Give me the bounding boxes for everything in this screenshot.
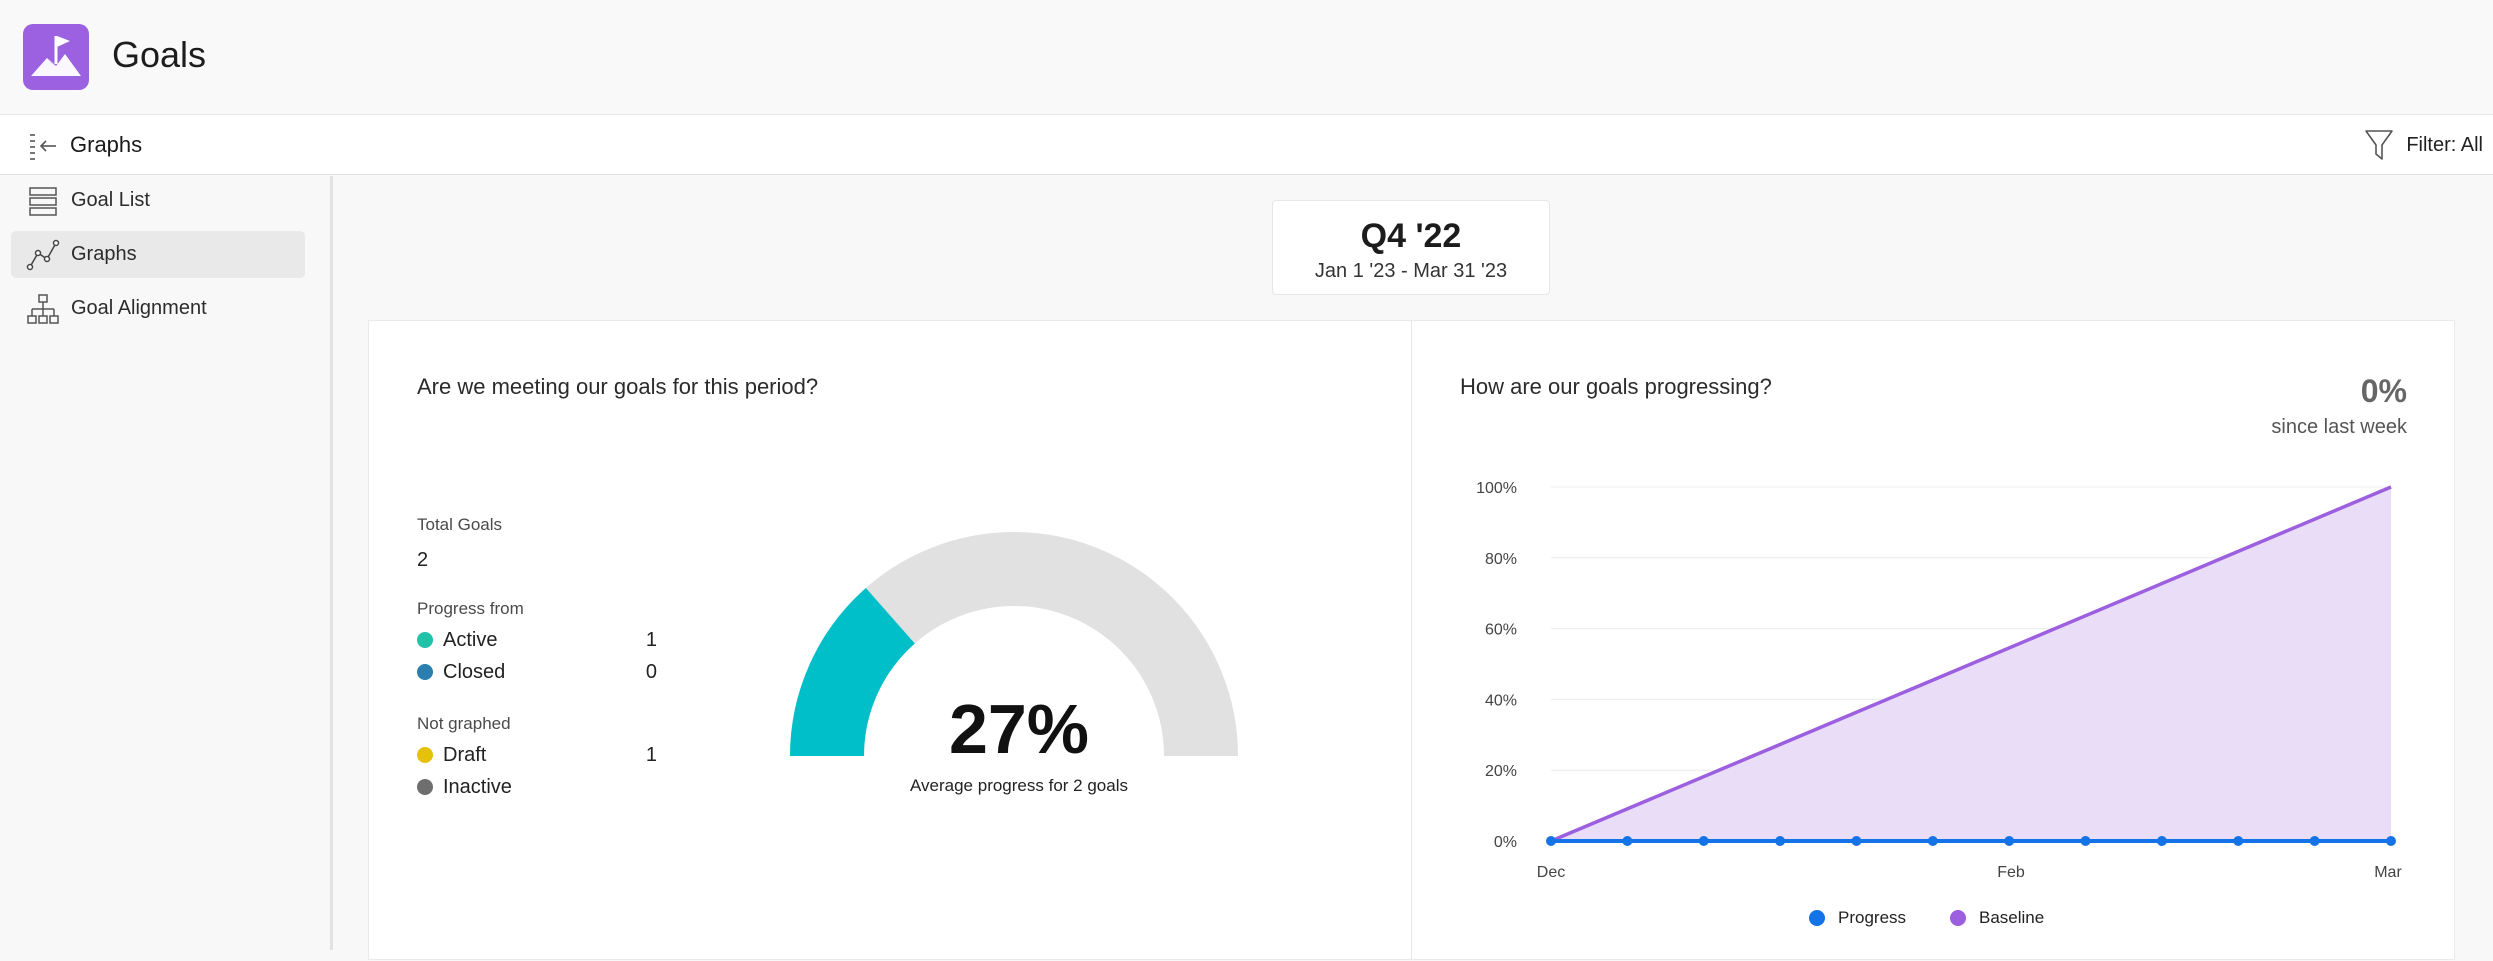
progress-gauge	[790, 532, 1238, 757]
x-tick-label: Mar	[2374, 864, 2402, 881]
progress-point	[1698, 836, 1709, 846]
progress-point	[1546, 836, 1556, 846]
legend-item-draft: Draft 1	[417, 741, 657, 769]
filter-button[interactable]: Filter: All	[2364, 126, 2483, 164]
x-tick-label: Dec	[1537, 864, 1565, 881]
sidebar-item-label: Goal Alignment	[71, 297, 207, 319]
app-title: Goals	[112, 34, 207, 75]
total-goals-value: 2	[417, 549, 429, 571]
weekly-change-caption: since last week	[2271, 416, 2407, 438]
progress-from-label: Progress from	[417, 599, 524, 618]
card-title: How are our goals progressing?	[1460, 374, 1772, 399]
y-tick-label: 60%	[1485, 622, 1517, 639]
legend-name: Inactive	[443, 775, 512, 798]
progress-point	[2233, 836, 2244, 846]
status-dot	[417, 779, 433, 795]
progress-point	[2156, 836, 2167, 846]
progress-point	[2004, 836, 2015, 846]
sidebar-item-label: Graphs	[71, 243, 137, 265]
x-tick-label: Feb	[1997, 864, 2025, 881]
progress-point	[2309, 836, 2320, 846]
status-dot	[417, 632, 433, 648]
legend-item-baseline[interactable]: Baseline	[1950, 908, 2044, 928]
progress-point	[2386, 836, 2396, 846]
baseline-line	[1550, 485, 2392, 843]
flag-mountain-icon	[23, 24, 89, 90]
period-quarter: Q4 '22	[1360, 217, 1462, 255]
gauge-caption: Average progress for 2 goals	[910, 776, 1128, 795]
y-tick-label: 20%	[1485, 763, 1517, 780]
legend-item-active: Active 1	[417, 626, 657, 654]
sidebar-item-label: Goal List	[71, 189, 150, 211]
progress-point	[2080, 836, 2091, 846]
legend-count: 1	[645, 743, 657, 766]
hierarchy-icon	[26, 292, 60, 326]
period-range: Jan 1 '23 - Mar 31 '23	[1314, 260, 1508, 282]
total-goals-label: Total Goals	[417, 515, 503, 534]
legend-label: Baseline	[1979, 908, 2045, 927]
legend-item-progress[interactable]: Progress	[1809, 908, 1906, 928]
funnel-icon	[2365, 130, 2394, 160]
list-icon	[26, 184, 60, 218]
legend-label: Progress	[1838, 908, 1907, 927]
legend-name: Active	[443, 628, 498, 651]
legend-name: Draft	[443, 743, 487, 766]
legend-dot	[1809, 910, 1825, 926]
not-graphed-label: Not graphed	[417, 714, 511, 733]
legend-name: Closed	[443, 660, 506, 683]
status-dot	[417, 747, 433, 763]
legend-count: 1	[645, 628, 657, 651]
legend-count: 0	[645, 660, 657, 683]
legend-item-inactive: Inactive	[417, 773, 657, 801]
goals-progress-card: How are our goals progressing? 0% since …	[1411, 320, 2455, 960]
page-title: Graphs	[70, 132, 143, 157]
y-tick-label: 100%	[1476, 480, 1517, 497]
progress-point	[1775, 836, 1786, 846]
card-title: Are we meeting our goals for this period…	[417, 374, 819, 399]
progress-point	[1622, 836, 1633, 846]
gauge-percentage: 27%	[948, 690, 1090, 768]
line-graph-icon	[26, 238, 60, 272]
progress-point	[1927, 836, 1938, 846]
sidebar-item-goal-list[interactable]: Goal List	[11, 177, 305, 224]
status-dot	[417, 664, 433, 680]
page-toolbar	[0, 115, 2493, 175]
legend-dot	[1950, 910, 1966, 926]
legend-item-closed: Closed 0	[417, 658, 657, 686]
goals-status-card: Are we meeting our goals for this period…	[368, 320, 1411, 960]
progress-chart: 0% 20% 40% 60% 80% 100% Dec Feb Mar	[1476, 480, 2402, 881]
filter-label: Filter: All	[2406, 133, 2483, 156]
y-tick-label: 40%	[1485, 692, 1517, 709]
y-tick-label: 0%	[1494, 834, 1517, 851]
weekly-change-value: 0%	[2360, 373, 2407, 409]
sidebar-item-goal-alignment[interactable]: Goal Alignment	[11, 285, 305, 332]
app-header	[0, 0, 2493, 115]
y-tick-label: 80%	[1485, 551, 1517, 568]
gauge-fill	[790, 587, 916, 757]
period-selector[interactable]: Q4 '22 Jan 1 '23 - Mar 31 '23	[1272, 200, 1550, 295]
progress-point	[1851, 836, 1862, 846]
sidebar-item-graphs[interactable]: Graphs	[11, 231, 305, 278]
sidebar	[0, 176, 333, 950]
collapse-sidebar-icon[interactable]	[27, 131, 59, 161]
